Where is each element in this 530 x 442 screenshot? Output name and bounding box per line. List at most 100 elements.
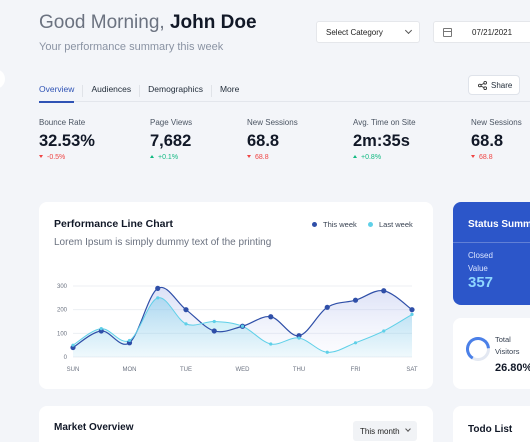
period-label: This month	[360, 426, 400, 436]
x-tick-label: FRI	[351, 367, 361, 373]
kpi-avg-time: Avg. Time on Site 2m:35s +0.8%	[353, 118, 416, 161]
tab-overview[interactable]: Overview	[39, 78, 75, 103]
kpi-label: Page Views	[150, 118, 193, 127]
kpi-page-views: Page Views 7,682 +0.1%	[150, 118, 192, 161]
data-point	[184, 322, 188, 326]
chart-title: Performance Line Chart	[54, 218, 174, 230]
category-select-label: Select Category	[326, 27, 383, 37]
kpi-change: +0.8%	[361, 154, 382, 161]
period-select[interactable]: This month	[353, 421, 417, 441]
x-tick-label: THU	[293, 367, 305, 373]
performance-line-chart: 0 100 200 300 SUN MON TUE WED THU FRI SAT	[57, 284, 418, 373]
category-select[interactable]: Select Category	[316, 21, 420, 43]
divider	[453, 242, 530, 243]
kpi-change: 68.8	[255, 154, 269, 161]
data-point	[212, 319, 216, 324]
closed-value: 357	[468, 274, 494, 291]
data-point	[297, 336, 301, 340]
kpi-label: New Sessions	[471, 118, 522, 127]
data-point	[269, 342, 273, 346]
share-button[interactable]: Share	[468, 75, 520, 95]
kpi-new-sessions: New Sessions 68.8 68.8	[247, 118, 298, 161]
tab-more[interactable]: More	[219, 84, 240, 94]
share-label: Share	[491, 80, 513, 90]
chevron-down-icon	[405, 426, 411, 432]
tab-bar: Overview Audiences Demographics More	[39, 78, 530, 103]
kpi-change: +0.1%	[158, 154, 179, 161]
performance-chart-card: Performance Line Chart Lorem Ipsum is si…	[39, 202, 433, 389]
x-tick-label: TUE	[180, 367, 192, 373]
arrow-down-icon	[247, 155, 251, 158]
data-point	[183, 307, 189, 313]
chart-subtitle: Lorem Ipsum is simply dummy text of the …	[54, 237, 272, 248]
greeting: Good Morning, John Doe	[39, 12, 257, 33]
closed-value-label: Closed Value	[468, 251, 493, 273]
tab-divider	[139, 85, 141, 97]
data-point	[381, 288, 387, 294]
data-point	[409, 307, 415, 313]
arrow-down-icon	[39, 155, 43, 158]
edge-handle[interactable]	[0, 69, 5, 89]
tab-audiences[interactable]: Audiences	[91, 84, 132, 94]
kpi-value: 7,682	[150, 132, 192, 150]
kpi-new-sessions-2: New Sessions 68.8 68.8	[471, 118, 522, 161]
kpi-value: 32.53%	[39, 132, 95, 150]
data-point	[324, 304, 330, 310]
x-tick-label: WED	[236, 367, 251, 373]
data-point	[211, 328, 217, 334]
kpi-label: New Sessions	[247, 118, 298, 127]
x-tick-label: SUN	[67, 367, 80, 373]
data-point	[353, 341, 358, 345]
todo-title: Todo List	[468, 424, 513, 435]
kpi-label: Bounce Rate	[39, 118, 86, 127]
kpi-change: 68.8	[479, 154, 493, 161]
visitors-value: 26.80%	[495, 362, 530, 374]
kpi-label: Avg. Time on Site	[353, 118, 416, 127]
data-point	[126, 340, 133, 346]
kpi-change: -0.5%	[47, 154, 66, 161]
legend-label: This week	[323, 220, 357, 229]
share-icon	[478, 81, 487, 90]
data-point	[156, 296, 160, 300]
legend-label: Last week	[379, 220, 413, 229]
legend-dot	[312, 222, 317, 227]
series-area	[73, 287, 412, 357]
y-tick-label: 200	[57, 308, 68, 314]
arrow-down-icon	[471, 155, 475, 158]
status-summary-card: Status Summary Closed Value 357	[453, 202, 530, 305]
data-point	[325, 350, 329, 354]
calendar-icon	[443, 28, 452, 37]
legend-this-week[interactable]: This week	[312, 220, 357, 229]
visitors-label: Total Visitors	[495, 335, 520, 356]
date-value: 07/21/2021	[472, 27, 513, 37]
legend-last-week[interactable]: Last week	[368, 220, 413, 229]
kpi-value: 2m:35s	[353, 132, 410, 150]
data-point	[240, 324, 245, 328]
data-point	[71, 343, 75, 347]
chevron-down-icon	[404, 26, 413, 35]
data-point	[382, 329, 386, 333]
data-point	[98, 328, 104, 334]
status-title: Status Summary	[468, 219, 530, 230]
kpi-bounce-rate: Bounce Rate 32.53% -0.5%	[39, 118, 95, 161]
data-point	[296, 333, 302, 339]
arrow-up-icon	[353, 155, 357, 158]
ring-progress	[466, 337, 490, 361]
tab-divider	[210, 85, 212, 97]
date-picker[interactable]: 07/21/2021	[433, 21, 530, 43]
visitors-progress-ring	[466, 337, 490, 361]
market-overview-card: Market Overview This month	[39, 406, 433, 442]
data-point	[70, 344, 76, 351]
y-tick-label: 100	[57, 331, 68, 337]
data-point	[268, 314, 274, 320]
legend-dot	[368, 222, 373, 227]
data-point	[155, 285, 161, 291]
kpi-value: 68.8	[247, 132, 280, 150]
page-subtitle: Your performance summary this week	[39, 41, 224, 53]
total-visitors-card: Total Visitors 26.80%	[453, 318, 530, 389]
y-tick-label: 0	[64, 355, 68, 361]
data-point	[127, 338, 132, 343]
market-title: Market Overview	[54, 422, 134, 433]
tab-demographics[interactable]: Demographics	[148, 84, 203, 94]
tab-divider	[82, 85, 84, 97]
